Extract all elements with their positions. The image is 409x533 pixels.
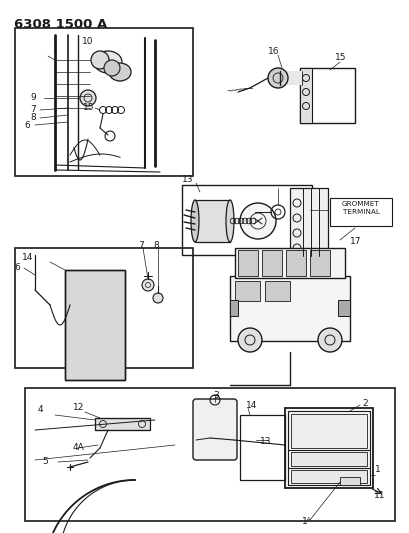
Text: 6: 6 (24, 122, 30, 131)
Text: 16: 16 (267, 47, 279, 56)
Bar (65, 270, 125, 380)
Circle shape (239, 203, 275, 239)
Bar (261, 250, 281, 276)
Bar (229, 300, 237, 316)
Text: 4: 4 (38, 406, 43, 415)
Circle shape (153, 293, 163, 303)
Bar (195, 200, 229, 242)
Bar (25, 388, 394, 521)
Text: 2: 2 (361, 400, 367, 408)
Circle shape (267, 68, 287, 88)
Circle shape (142, 279, 154, 291)
Circle shape (80, 90, 96, 106)
Text: 12: 12 (73, 403, 84, 413)
Bar (237, 250, 257, 276)
Bar (95, 418, 150, 430)
Bar (15, 28, 193, 176)
Text: 7: 7 (138, 240, 144, 249)
Text: 13: 13 (259, 438, 271, 447)
Ellipse shape (225, 200, 234, 242)
Text: 10: 10 (82, 37, 93, 46)
Bar (229, 276, 349, 341)
Text: 6308 1500 A: 6308 1500 A (14, 18, 107, 31)
Circle shape (91, 51, 109, 69)
Text: 4A: 4A (73, 443, 85, 453)
Bar (290, 414, 366, 448)
Text: 8: 8 (30, 114, 36, 123)
Text: 13: 13 (182, 175, 193, 184)
Text: 5: 5 (42, 457, 47, 466)
Text: 6: 6 (14, 263, 20, 272)
Bar (264, 281, 289, 301)
Text: 14: 14 (245, 400, 257, 409)
Bar (299, 68, 354, 123)
Text: 15: 15 (83, 103, 94, 112)
Bar (290, 470, 366, 483)
Text: 1ᴬ: 1ᴬ (301, 518, 311, 527)
Bar (279, 71, 301, 85)
Bar (290, 452, 366, 466)
Bar (65, 270, 125, 380)
Bar (287, 411, 369, 485)
Circle shape (104, 60, 120, 76)
Ellipse shape (272, 71, 290, 85)
Bar (196, 402, 234, 457)
Bar (289, 188, 327, 256)
Text: 17: 17 (349, 238, 361, 246)
Text: 8: 8 (153, 240, 158, 249)
Text: 15: 15 (334, 53, 346, 62)
Bar (239, 415, 284, 480)
Ellipse shape (94, 51, 122, 73)
Text: 7: 7 (30, 106, 36, 115)
Bar (309, 250, 329, 276)
Circle shape (317, 328, 341, 352)
Bar (234, 248, 344, 278)
Bar (15, 248, 193, 368)
Text: 9: 9 (30, 93, 36, 102)
Bar (182, 185, 311, 255)
Bar (339, 477, 359, 485)
Bar (285, 250, 305, 276)
FancyBboxPatch shape (193, 399, 236, 460)
Bar (337, 300, 349, 316)
Text: 1: 1 (374, 465, 380, 474)
Bar (329, 198, 391, 226)
Bar (299, 68, 311, 123)
Text: 3: 3 (213, 391, 218, 400)
Circle shape (237, 328, 261, 352)
Text: 11: 11 (373, 490, 384, 499)
Bar (284, 408, 372, 488)
Text: 14: 14 (22, 254, 33, 262)
Text: GROMMET
TERMINAL: GROMMET TERMINAL (341, 201, 379, 214)
Bar (198, 405, 230, 454)
Ellipse shape (191, 200, 198, 242)
Ellipse shape (109, 63, 131, 81)
Bar (234, 281, 259, 301)
